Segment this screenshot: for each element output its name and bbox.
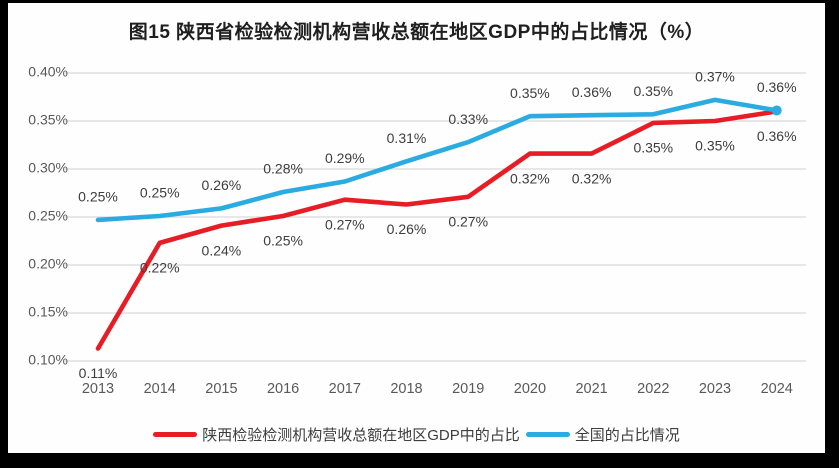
national-series-line (95, 97, 780, 223)
x-axis-tick-label: 2024 (761, 381, 793, 397)
national-data-label: 0.28% (263, 161, 303, 177)
shaanxi-data-label: 0.32% (510, 170, 550, 186)
national-data-label: 0.29% (325, 150, 365, 166)
y-axis-tick-label: 0.25% (28, 208, 68, 224)
y-axis-tick-label: 0.40% (28, 64, 68, 80)
national-data-label: 0.31% (387, 130, 427, 146)
national-data-label: 0.26% (202, 177, 242, 193)
shaanxi-line-swatch-icon (153, 431, 198, 437)
x-axis-tick-label: 2013 (82, 381, 114, 397)
national-line-swatch-icon (525, 431, 570, 437)
shaanxi-data-label: 0.25% (263, 233, 303, 249)
shaanxi-data-label: 0.22% (140, 260, 180, 276)
shaanxi-data-label: 0.24% (202, 242, 242, 258)
x-axis-tick-label: 2018 (390, 381, 422, 397)
chart-title: 图15 陕西省检验检测机构营收总额在地区GDP中的占比情况（%） (128, 22, 705, 43)
shaanxi-data-label: 0.36% (757, 128, 797, 144)
x-axis-tick-label: 2021 (575, 381, 607, 397)
national-data-label: 0.35% (510, 85, 550, 101)
national-data-label: 0.33% (448, 111, 488, 127)
shaanxi-data-label: 0.11% (79, 365, 118, 381)
shaanxi-data-label: 0.35% (633, 140, 673, 156)
national-data-label: 0.36% (757, 79, 797, 95)
shaanxi-data-label: 0.27% (325, 216, 365, 232)
x-axis-tick-label: 2019 (452, 381, 484, 397)
national-data-label: 0.25% (140, 185, 180, 201)
line-chart: 0.10% 0.15% 0.20% 0.25% 0.30% 0.35% 0.40% 2013 2… (28, 64, 806, 397)
national-series-end-marker (771, 105, 782, 116)
national-data-label: 0.35% (633, 83, 673, 99)
legend-label-shaanxi: 陕西检验检测机构营收总额在地区GDP中的占比 (202, 426, 520, 444)
national-data-label: 0.37% (695, 69, 735, 85)
x-axis-tick-label: 2017 (329, 381, 361, 397)
x-axis-tick-label: 2023 (699, 381, 731, 397)
x-axis-tick-label: 2020 (514, 381, 546, 397)
y-axis-tick-label: 0.10% (28, 352, 68, 368)
y-axis-tick-label: 0.20% (28, 256, 68, 272)
legend-item-shaanxi: 陕西检验检测机构营收总额在地区GDP中的占比 (153, 424, 520, 445)
legend-label-national: 全国的占比情况 (574, 426, 680, 444)
national-data-label: 0.36% (572, 84, 612, 100)
shaanxi-data-label: 0.26% (387, 221, 427, 237)
chart-panel: 图15 陕西省检验检测机构营收总额在地区GDP中的占比情况（%） 0.10% 0.… (8, 3, 825, 453)
shaanxi-data-label: 0.35% (695, 138, 735, 154)
x-axis-tick-label: 2022 (637, 381, 669, 397)
shaanxi-data-label: 0.32% (572, 170, 612, 186)
y-axis-tick-label: 0.35% (28, 112, 68, 128)
national-data-label: 0.25% (78, 189, 118, 205)
y-axis-tick-label: 0.15% (28, 304, 68, 320)
shaanxi-data-label: 0.27% (448, 214, 488, 230)
x-axis-tick-label: 2014 (144, 381, 176, 397)
legend-item-national: 全国的占比情况 (525, 424, 680, 445)
chart-legend: 陕西检验检测机构营收总额在地区GDP中的占比 全国的占比情况 (8, 421, 825, 447)
shaanxi-series-line (95, 109, 780, 351)
x-axis-tick-label: 2015 (205, 381, 237, 397)
x-axis-tick-label: 2016 (267, 381, 299, 397)
y-axis-tick-label: 0.30% (28, 160, 68, 176)
